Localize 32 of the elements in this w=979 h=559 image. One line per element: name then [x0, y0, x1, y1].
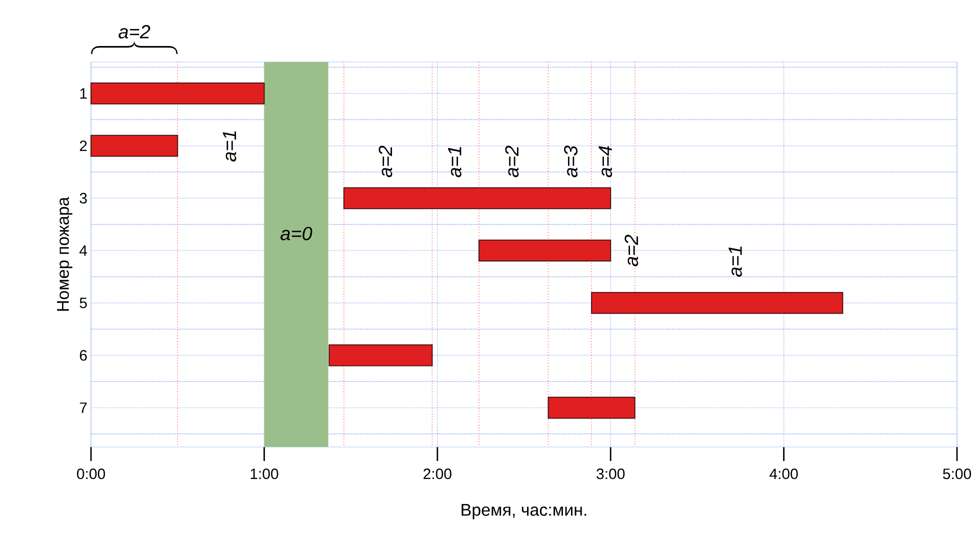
annotation: a=2 [505, 146, 519, 178]
y-tick-label: 7 [80, 402, 87, 413]
y-tick-label: 6 [80, 350, 87, 361]
bar [90, 134, 178, 157]
bar [478, 240, 612, 262]
text: a=2 [118, 25, 150, 38]
annotation: a=1 [448, 147, 462, 178]
bar [90, 82, 265, 104]
x-tick-label: 4:00 [770, 468, 798, 480]
bar [328, 344, 433, 366]
bar [591, 292, 844, 314]
x-tick-label: 5:00 [943, 468, 972, 480]
annotation: a=3 [564, 146, 578, 178]
x-axis-title: Время, час:мин. [462, 504, 586, 520]
y-tick-label: 2 [80, 140, 87, 152]
y-tick-label: 3 [80, 192, 87, 204]
y-tick-label: 4 [79, 245, 88, 256]
y-axis-title: Номер пожара [57, 196, 72, 311]
annotation: a=2 [378, 146, 392, 178]
x-tick-label: 2:00 [424, 468, 452, 480]
x-tick-label: 1:00 [250, 468, 278, 480]
bar [548, 396, 636, 419]
y-tick-label: 1 [80, 88, 87, 99]
annotation: a=2 [624, 234, 638, 266]
annotation: a=4 [598, 146, 612, 178]
annotation: a=1 [728, 246, 742, 277]
y-tick-label: 5 [80, 298, 87, 308]
bar [343, 187, 612, 210]
x-tick-label: 0:00 [76, 468, 106, 480]
x-tick-label: 3:00 [596, 468, 625, 480]
annotation: a=1 [222, 131, 236, 162]
band-label: a=0 [280, 226, 312, 240]
